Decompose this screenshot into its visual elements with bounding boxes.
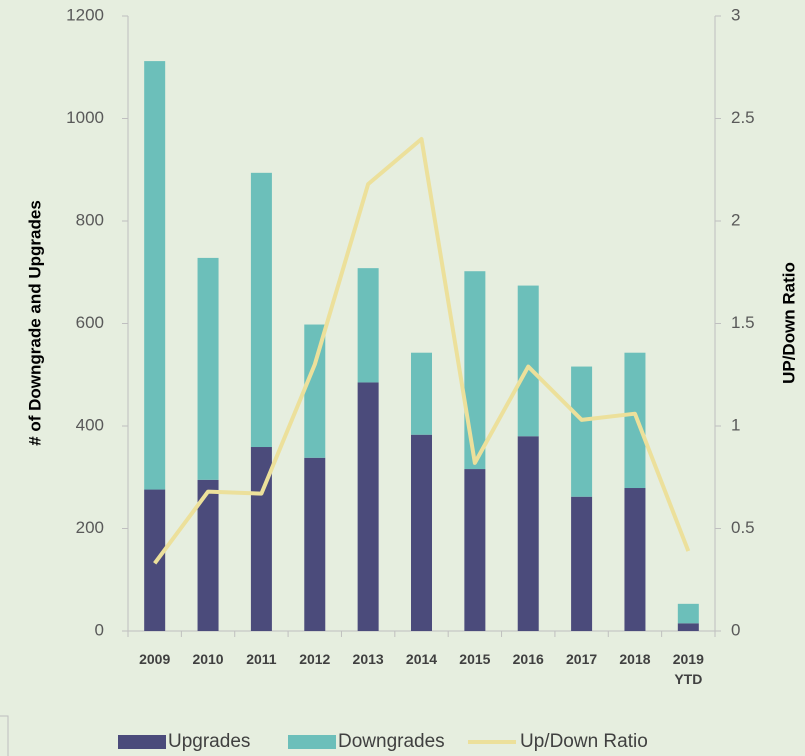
bar-segment: [517, 285, 539, 437]
bar-segment: [464, 271, 486, 470]
bar-segment: [197, 257, 219, 480]
x-tick-label: 2014: [405, 651, 438, 667]
x-tick-label: 2017: [566, 651, 598, 667]
y-tick-label: 800: [76, 210, 104, 229]
bar-segment: [411, 434, 432, 631]
x-tick-label: 2012: [299, 651, 331, 667]
bar-segment: [304, 457, 326, 631]
y-tick-label: 1000: [66, 108, 104, 127]
legend-swatch: [288, 735, 336, 749]
bar-segment: [144, 61, 166, 490]
y2-tick-label: 1: [731, 415, 740, 434]
y2-tick-label: 3: [731, 5, 740, 24]
bar-segment: [197, 479, 219, 631]
y-tick-label: 0: [95, 620, 104, 639]
x-tick-label: 2011: [246, 651, 277, 667]
bar-segment: [357, 382, 379, 631]
x-tick-label: 2019 YTD: [672, 651, 704, 687]
y2-axis-title: UP/Down Ratio: [779, 262, 798, 384]
bar-segment: [624, 352, 646, 489]
x-tick-label: 2010: [192, 651, 224, 667]
bar-segment: [517, 436, 539, 631]
x-tick-label: 2016: [512, 651, 544, 667]
y-tick-label: 200: [76, 518, 104, 537]
bar-segment: [411, 352, 432, 435]
y-tick-label: 600: [76, 313, 104, 332]
ratio-line: [153, 137, 691, 565]
y2-tick-label: 2.5: [731, 108, 755, 127]
y2-tick-label: 2: [731, 210, 740, 229]
y2-tick-label: 1.5: [731, 313, 755, 332]
corner-mark: [0, 715, 9, 756]
y2-tick-label: 0: [731, 620, 740, 639]
bar-segment: [357, 268, 379, 383]
y2-tick-label: 0.5: [731, 518, 755, 537]
bar-segment: [571, 496, 593, 631]
y-tick-label: 400: [76, 415, 104, 434]
bar-segment: [464, 469, 486, 631]
legend-swatch: [118, 735, 166, 749]
y-tick-label: 1200: [66, 5, 104, 24]
x-tick-label: 2013: [352, 651, 384, 667]
legend-label: Downgrades: [338, 731, 445, 752]
bar-segment: [677, 603, 699, 624]
x-tick-label: 2018: [619, 651, 651, 667]
y-axis-title: # of Downgrade and Upgrades: [25, 200, 44, 446]
bar-segment: [677, 623, 699, 631]
legend-label: Upgrades: [168, 731, 250, 752]
bar-segment: [304, 324, 326, 458]
bar-segment: [250, 172, 272, 448]
bar-segment: [571, 366, 593, 497]
legend-label: Up/Down Ratio: [520, 731, 648, 752]
x-tick-label: 2015: [459, 651, 491, 667]
x-tick-label: 2009: [139, 651, 171, 667]
bar-segment: [624, 488, 646, 631]
